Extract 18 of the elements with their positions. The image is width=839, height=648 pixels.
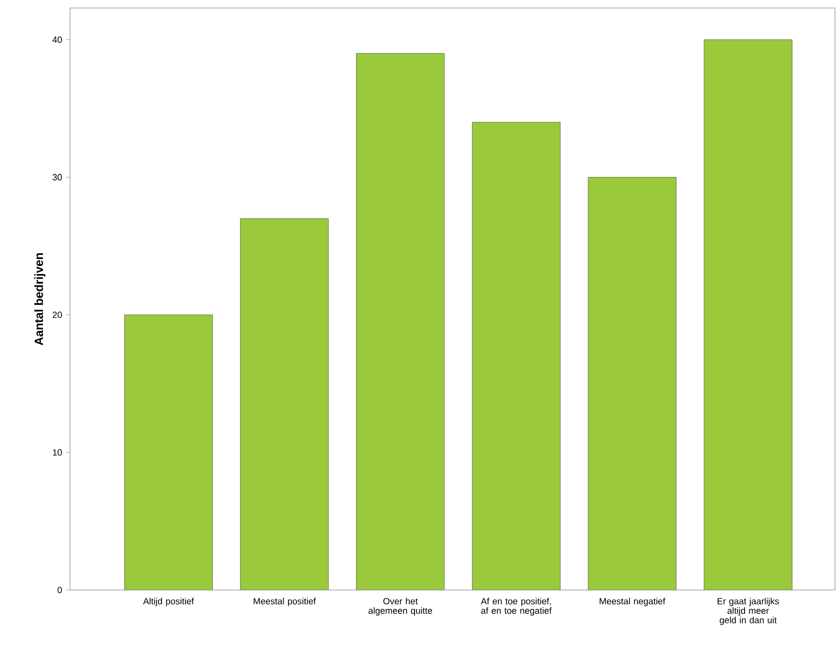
y-tick-label: 10 xyxy=(52,449,62,456)
x-tick-label: Er gaat jaarlijks altijd meer geld in dan uit xyxy=(718,598,779,626)
y-axis-title: Aantal bedrijven xyxy=(34,253,46,346)
y-tick-label: 40 xyxy=(52,36,62,43)
bar xyxy=(240,218,328,590)
y-tick-label: 30 xyxy=(52,174,62,180)
bar xyxy=(588,177,676,590)
x-tick-label: Meestal positief xyxy=(254,598,316,606)
bar xyxy=(124,314,213,590)
x-tick-label: Af en toe positief, af en toe negatief xyxy=(480,598,552,616)
bar xyxy=(472,122,560,590)
y-tick-label: 0 xyxy=(58,586,62,594)
bar xyxy=(356,53,445,590)
x-tick-label: Over het algemeen quitte xyxy=(368,598,432,616)
bar xyxy=(704,39,792,590)
x-tick-label: Meestal negatief xyxy=(600,598,666,606)
x-tick-label: Altijd positief xyxy=(143,598,194,606)
y-tick-label: 20 xyxy=(52,312,62,318)
